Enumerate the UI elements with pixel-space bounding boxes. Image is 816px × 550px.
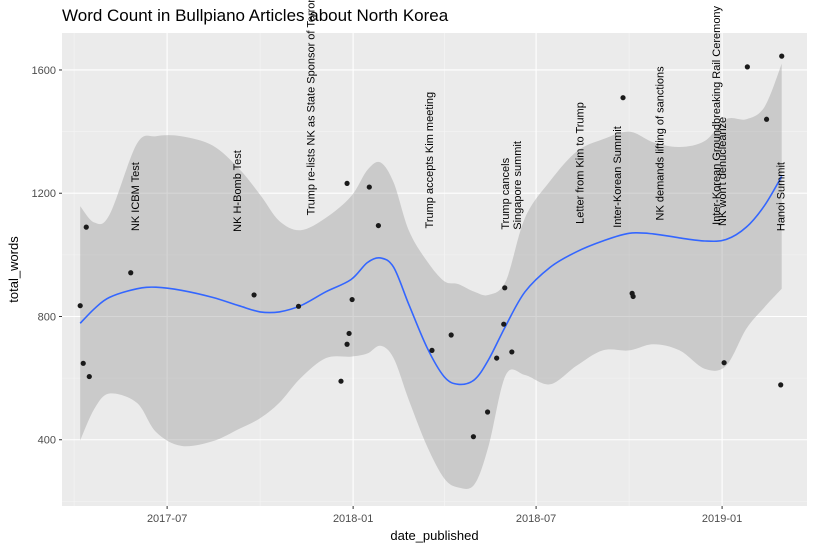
- data-point: [344, 341, 350, 347]
- data-point: [630, 293, 636, 300]
- event-label: NK ICBM Test: [130, 162, 142, 231]
- data-point: [349, 296, 355, 303]
- event-label: Trump accepts Kim meeting: [424, 92, 436, 229]
- data-point: [375, 222, 381, 229]
- data-point: [484, 409, 491, 415]
- data-point: [721, 360, 727, 366]
- x-tick-label: 2017-07: [147, 513, 187, 525]
- data-point: [344, 180, 350, 186]
- y-tick-label: 800: [38, 311, 56, 323]
- data-point: [448, 332, 454, 338]
- data-point: [744, 64, 750, 70]
- smooth-line: [79, 175, 783, 386]
- major-gridlines: [62, 33, 807, 506]
- data-point: [502, 285, 508, 291]
- y-tick-label: 1600: [32, 65, 56, 77]
- event-label: Inter-Korean Summit: [612, 126, 624, 227]
- data-point: [338, 378, 344, 384]
- y-tick-label: 1200: [32, 188, 56, 200]
- data-point: [80, 360, 86, 366]
- confidence-ribbon: [80, 63, 782, 489]
- x-axis-title: date_published: [390, 528, 478, 543]
- data-point: [128, 270, 134, 276]
- plot-panel: [62, 33, 807, 506]
- data-point: [470, 434, 477, 440]
- data-point: [620, 95, 626, 101]
- x-tick-label: 2019-01: [702, 513, 742, 525]
- x-tick-label: 2018-01: [333, 513, 373, 525]
- event-label: NK demands lifting of sanctions: [654, 66, 666, 221]
- data-point: [251, 292, 257, 298]
- data-point: [429, 347, 435, 353]
- data-point: [501, 321, 507, 327]
- event-labels: NK ICBM Test NK H-Bomb Test Trump re-lists…: [130, 0, 788, 232]
- event-label: Inter-Korean Groundbreaking Rail Ceremon…: [711, 5, 723, 224]
- data-point: [779, 53, 785, 59]
- data-point: [763, 116, 770, 122]
- data-point: [295, 303, 302, 309]
- event-label: Hanoi Summit: [776, 162, 788, 231]
- event-label: NK won't denuclearize: [717, 117, 729, 226]
- data-point: [86, 373, 92, 380]
- event-label: Singapore summit: [512, 141, 524, 230]
- event-label: Trump re-lists NK as State Sponsor of Te…: [306, 0, 318, 215]
- x-tick-label: 2018-07: [516, 513, 556, 525]
- minor-gridlines: [62, 33, 807, 506]
- data-points: [77, 53, 785, 440]
- event-label: Letter from Kim to Trump: [575, 102, 587, 224]
- chart-title: Word Count in Bullpiano Articles about N…: [62, 6, 449, 25]
- data-point: [83, 224, 89, 230]
- data-point: [778, 382, 784, 388]
- y-axis-title: total_words: [6, 236, 21, 303]
- event-label: NK H-Bomb Test: [232, 150, 244, 232]
- y-axis-ticks: 400 800 1200 1600: [32, 65, 62, 447]
- data-point: [494, 355, 500, 361]
- data-point: [346, 330, 352, 337]
- data-point: [509, 349, 515, 355]
- data-point: [366, 184, 372, 190]
- x-axis-ticks: 2017-07 2018-01 2018-07 2019-01: [147, 506, 742, 525]
- data-point: [77, 303, 83, 309]
- y-tick-label: 400: [38, 435, 56, 447]
- event-label: Trump cancels: [500, 157, 512, 229]
